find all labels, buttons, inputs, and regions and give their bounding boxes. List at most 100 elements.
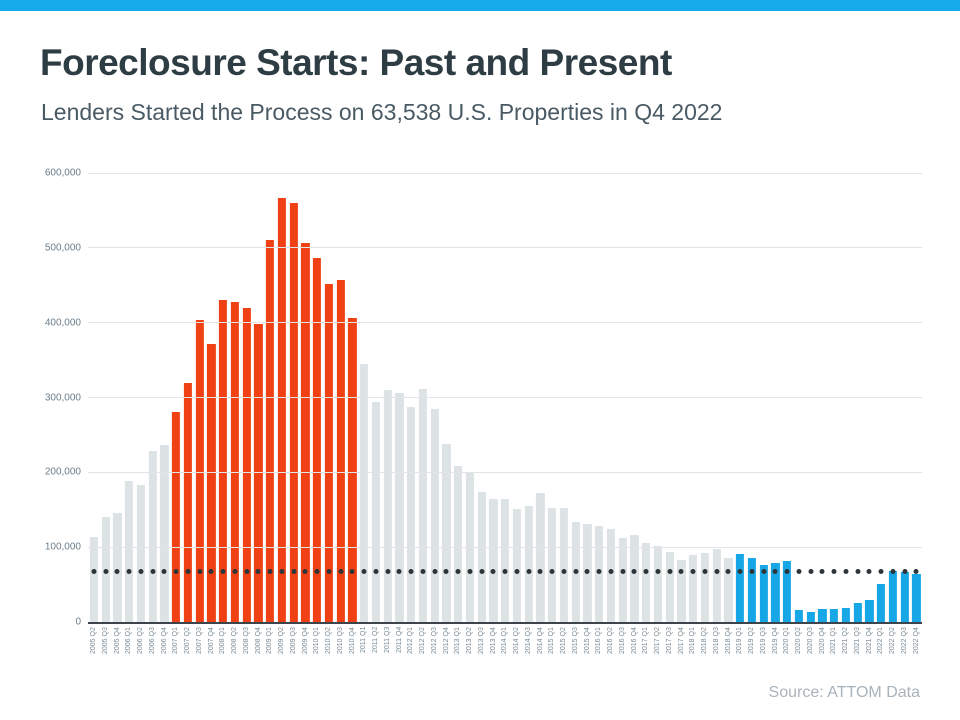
bar-cell: [182, 173, 194, 622]
bar-cell: [241, 173, 253, 622]
bar-cell: [100, 173, 112, 622]
x-tick-label: 2012 Q1: [407, 627, 415, 654]
reference-line-dot: [114, 569, 120, 575]
x-tick-label: 2007 Q2: [184, 627, 191, 654]
x-tick-label: 2012 Q3: [430, 627, 438, 654]
bar-cell: [452, 173, 464, 622]
x-tick-label: 2011 Q2: [372, 627, 379, 654]
bar: [148, 450, 157, 622]
bar-cell: [194, 173, 206, 622]
bar: [759, 565, 768, 622]
bar-cell: [112, 173, 124, 622]
bar: [642, 542, 651, 622]
reference-line-dot: [725, 569, 731, 575]
reference-line-dot: [749, 569, 755, 575]
bar-cell: [382, 173, 394, 622]
bar: [313, 258, 322, 622]
bar-cell: [746, 173, 758, 622]
bar: [454, 465, 463, 622]
bar: [477, 491, 486, 622]
reference-line-dot: [902, 569, 908, 575]
reference-line-dot: [161, 569, 167, 575]
bar: [136, 485, 145, 622]
bar: [383, 390, 392, 622]
reference-line-dot: [150, 569, 156, 575]
x-tick-label: 2017 Q3: [665, 627, 673, 654]
x-tick-label: 2010 Q4: [348, 627, 356, 654]
bar-cell: [394, 173, 406, 622]
x-tick-label: 2021 Q2: [842, 627, 849, 654]
reference-line-dot: [267, 569, 273, 575]
x-tick-label: 2008 Q4: [254, 627, 262, 654]
reference-line-dot: [796, 569, 802, 575]
bar-cell: [476, 173, 488, 622]
x-tick-label: 2020 Q4: [818, 627, 826, 654]
reference-line-dot: [361, 569, 367, 575]
y-tick-label: 100,000: [44, 541, 81, 553]
reference-line-dot: [855, 569, 861, 575]
reference-line-dot: [702, 569, 708, 575]
x-tick-label: 2005 Q2: [90, 627, 97, 654]
x-tick-label: 2008 Q2: [231, 627, 238, 654]
x-tick-label: 2015 Q1: [548, 627, 556, 654]
reference-line-dot: [396, 569, 402, 575]
reference-line-dot: [819, 569, 825, 575]
reference-line-dot: [91, 569, 97, 575]
reference-line-dot: [596, 569, 602, 575]
bar-cell: [864, 173, 876, 622]
reference-line-dot: [291, 569, 297, 575]
x-tick-label: 2022 Q4: [912, 627, 920, 654]
x-tick-label: 2011 Q3: [383, 627, 391, 654]
bar-cell: [899, 173, 911, 622]
bar-cell: [570, 173, 582, 622]
x-tick-label: 2021 Q3: [853, 627, 861, 654]
reference-line-dot: [220, 569, 226, 575]
y-tick-label: 400,000: [44, 317, 81, 329]
bar-cell: [652, 173, 664, 622]
bar: [712, 549, 721, 622]
reference-line-dot: [490, 569, 496, 575]
reference-line-dot: [467, 569, 473, 575]
bars-container: [88, 173, 922, 622]
bar-cell: [488, 173, 500, 622]
x-tick-label: 2018 Q4: [724, 627, 732, 654]
reference-line-dot: [455, 569, 461, 575]
bar-cell: [511, 173, 523, 622]
y-tick-label: 200,000: [44, 466, 81, 478]
x-tick-label: 2010 Q2: [325, 627, 332, 654]
bar: [195, 319, 204, 622]
bar: [677, 559, 686, 622]
bar: [418, 389, 427, 622]
bar: [407, 407, 416, 622]
bar: [219, 300, 228, 622]
bar-cell: [323, 173, 335, 622]
bar: [630, 535, 639, 622]
bar-cell: [288, 173, 300, 622]
bar-cell: [264, 173, 276, 622]
x-tick-label: 2014 Q1: [501, 627, 509, 654]
reference-line-dot: [373, 569, 379, 575]
bar: [771, 562, 780, 622]
reference-line-dot: [866, 569, 872, 575]
bar-cell: [253, 173, 265, 622]
reference-line-dot: [173, 569, 179, 575]
x-tick-label: 2021 Q4: [865, 627, 873, 654]
x-tick-label: 2017 Q1: [642, 627, 650, 654]
x-tick-label: 2022 Q1: [877, 627, 885, 654]
bar: [242, 308, 251, 622]
bar-cell: [887, 173, 899, 622]
x-tick-label: 2018 Q3: [712, 627, 720, 654]
bar: [442, 443, 451, 622]
bar: [160, 445, 169, 622]
bar-cell: [770, 173, 782, 622]
bar-cell: [206, 173, 218, 622]
reference-line-dot: [420, 569, 426, 575]
bar: [794, 610, 803, 622]
bar: [877, 583, 886, 622]
bar: [113, 512, 122, 622]
bar: [324, 283, 333, 622]
top-accent-bar: [0, 0, 960, 11]
bar: [806, 611, 815, 622]
gridline: [88, 546, 922, 548]
